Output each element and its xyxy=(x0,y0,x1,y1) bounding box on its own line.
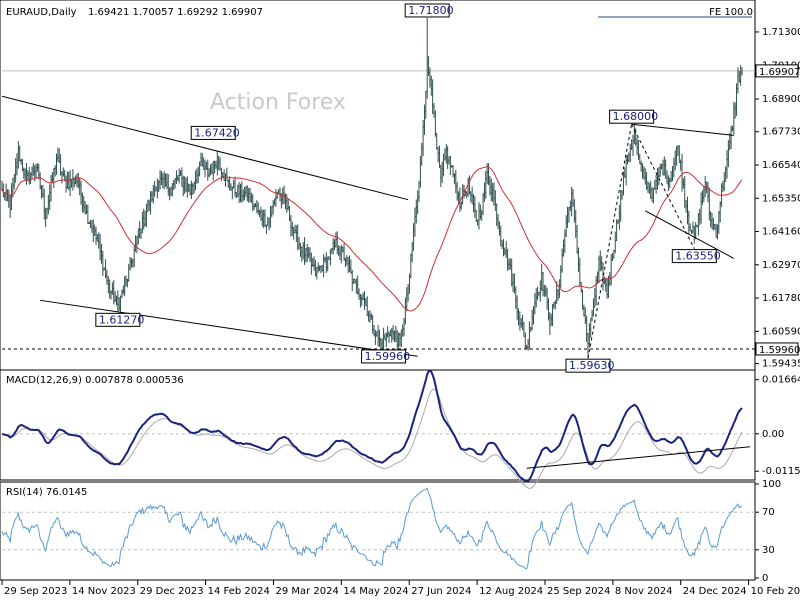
annotation-box xyxy=(671,249,717,264)
retrace-line-2 xyxy=(631,123,695,249)
support-label: 1.59960 xyxy=(759,345,800,356)
macd-signal-line xyxy=(1,388,743,489)
time-tick-label: 12 Aug 2024 xyxy=(479,586,543,597)
time-tick-label: 10 Feb 2025 xyxy=(751,586,800,597)
rsi-line xyxy=(1,487,755,570)
price-annotations: 1.71800 1.67420 1.61270 1.59960 1.59630 1.680… xyxy=(95,3,721,373)
annotation-label: 1.59960 xyxy=(365,350,411,363)
macd-axis: 0.01664 0.00 -0.011515 xyxy=(755,375,800,477)
time-tick-label: 24 Dec 2024 xyxy=(683,586,747,597)
annotation-box xyxy=(361,349,407,364)
rsi-title: RSI(14) 76.0145 xyxy=(6,487,87,498)
macd-title: MACD(12,26,9) 0.007878 0.000536 xyxy=(6,375,184,386)
annotation-label: 1.59630 xyxy=(569,359,615,372)
annotation-box xyxy=(190,125,236,140)
price-tick-label: 1.60590 xyxy=(762,326,800,337)
annotation-box xyxy=(609,109,655,124)
macd-trendline xyxy=(526,446,751,469)
last-price-label: 1.69907 xyxy=(759,67,800,78)
moving-average xyxy=(1,166,743,312)
rsi-panel-frame xyxy=(0,481,756,581)
price-tick-label: 1.65350 xyxy=(762,193,800,204)
annotation-box xyxy=(95,312,141,327)
price-axis: 1.713001.701001.689001.677301.665401.653… xyxy=(755,27,800,370)
price-tick-label: 1.64160 xyxy=(762,227,800,238)
rsi-tick-label: 0 xyxy=(762,573,768,584)
macd-main-line xyxy=(1,369,743,483)
annotation-box xyxy=(565,358,611,373)
price-tick-label: 1.67730 xyxy=(762,127,800,138)
watermark: Action Forex xyxy=(210,90,346,115)
price-tick-label: 1.62970 xyxy=(762,260,800,271)
ohlc-label: 1.69421 1.70057 1.69292 1.69907 xyxy=(88,7,263,18)
time-tick-label: 14 May 2024 xyxy=(343,586,408,597)
time-tick-label: 8 Nov 2024 xyxy=(615,586,673,597)
rsi-main-line xyxy=(1,487,743,570)
time-tick-label: 29 Sep 2023 xyxy=(4,586,67,597)
upper-trendline xyxy=(1,95,409,201)
annotation-label: 1.71800 xyxy=(408,4,454,17)
annotation-label: 1.68000 xyxy=(613,110,659,123)
annotation-box xyxy=(404,3,450,18)
price-tick-label: 1.71300 xyxy=(762,27,800,38)
macd-lines xyxy=(1,369,755,489)
price-tick-label: 1.59435 xyxy=(762,359,800,370)
support-box xyxy=(755,342,799,356)
rsi-tick-label: 30 xyxy=(762,545,775,556)
wedge-lower-line xyxy=(645,210,735,259)
price-tick-label: 1.68900 xyxy=(762,94,800,105)
price-panel-frame xyxy=(0,0,756,371)
time-tick-label: 27 Jun 2024 xyxy=(411,586,471,597)
lower-trendline xyxy=(40,299,418,357)
rsi-axis: 100 70 30 0 xyxy=(755,479,781,584)
rsi-tick-label: 70 xyxy=(762,507,775,518)
time-tick-label: 29 Dec 2023 xyxy=(140,586,204,597)
rsi-tick-label: 100 xyxy=(762,479,781,490)
time-tick-label: 14 Feb 2024 xyxy=(208,586,270,597)
ma-line xyxy=(1,166,743,312)
last-price-box xyxy=(755,64,799,78)
price-tick-label: 1.61780 xyxy=(762,293,800,304)
time-tick-label: 25 Sep 2024 xyxy=(547,586,610,597)
annotation-label: 1.67420 xyxy=(194,126,240,139)
price-tick-label: 1.66540 xyxy=(762,160,800,171)
macd-tick-label: 0.01664 xyxy=(762,375,800,386)
wedge-upper-line xyxy=(631,123,734,136)
trendlines xyxy=(1,95,735,359)
retrace-line-1 xyxy=(587,124,633,359)
time-axis: 29 Sep 2023 14 Nov 2023 29 Dec 2023 14 Feb … xyxy=(1,580,800,597)
symbol-label: EURAUD,Daily xyxy=(6,7,77,18)
price-grid xyxy=(2,70,755,350)
macd-tick-label: -0.011515 xyxy=(762,466,800,477)
fe-label: FE 100.0 xyxy=(709,7,753,18)
annotation-label: 1.61270 xyxy=(99,313,145,326)
price-bars xyxy=(1,17,743,359)
macd-tick-label: 0.00 xyxy=(762,429,784,440)
time-tick-label: 29 Mar 2024 xyxy=(275,586,338,597)
annotation-label: 1.63550 xyxy=(675,250,721,263)
ohlc-bars xyxy=(1,17,743,359)
time-tick-label: 14 Nov 2023 xyxy=(72,586,136,597)
